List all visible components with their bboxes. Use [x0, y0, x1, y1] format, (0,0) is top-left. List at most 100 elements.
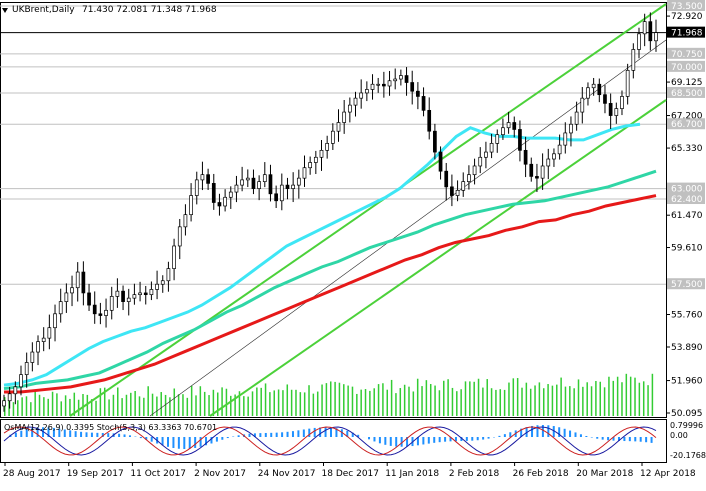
candle-body	[139, 293, 142, 295]
volume-bar	[78, 400, 80, 416]
candle-body	[309, 163, 312, 168]
volume-bar	[452, 388, 454, 416]
osma-bar	[80, 432, 82, 437]
osma-bar	[178, 437, 180, 449]
candle-body	[14, 387, 17, 394]
candle-body	[314, 157, 317, 162]
candle-body	[592, 84, 595, 87]
osma-bar	[287, 432, 289, 437]
volume-bar	[143, 398, 145, 416]
candle-body	[541, 166, 544, 178]
date-axis-label: 11 Oct 2017	[130, 469, 186, 479]
candle-body	[501, 128, 504, 135]
candle-body	[48, 328, 51, 338]
volume-bar	[591, 386, 593, 416]
volume-bar	[130, 393, 132, 416]
candle-body	[116, 291, 119, 296]
osma-bar	[276, 433, 278, 437]
candle-body	[371, 84, 374, 89]
volume-bar	[604, 387, 606, 416]
osma-bar	[221, 437, 223, 440]
volume-bar	[17, 400, 19, 416]
osma-bar	[645, 437, 647, 442]
volume-bar	[404, 385, 406, 416]
osma-bar	[395, 437, 397, 447]
volume-bar	[439, 390, 441, 416]
candle-body	[127, 298, 130, 301]
osma-bar	[91, 433, 93, 437]
candle-body	[609, 103, 612, 115]
candle-body	[615, 109, 618, 116]
volume-bar	[295, 390, 297, 416]
volume-bar	[291, 390, 293, 416]
osma-bar	[118, 434, 120, 437]
osma-bar	[151, 437, 153, 442]
osma-bar	[569, 431, 571, 437]
volume-bar	[247, 397, 249, 416]
volume-bar	[326, 383, 328, 416]
price-axis-label: 65.330	[671, 144, 703, 154]
osma-bar	[504, 434, 506, 437]
volume-bar	[482, 388, 484, 416]
volume-bar	[465, 381, 467, 416]
volume-bar	[169, 397, 171, 416]
candle-body	[207, 175, 210, 184]
indicator-axis-label: 0.00	[670, 431, 688, 440]
volume-bar	[200, 386, 202, 416]
volume-bar	[21, 397, 23, 416]
candle-body	[99, 314, 102, 316]
volume-bar	[565, 387, 567, 416]
candle-body	[212, 183, 215, 202]
volume-bar	[182, 394, 184, 416]
volume-bar	[421, 386, 423, 416]
candle-body	[405, 76, 408, 83]
volume-bar	[82, 394, 84, 416]
volume-bar	[260, 388, 262, 416]
volume-bar	[521, 388, 523, 416]
candle-body	[524, 150, 527, 164]
volume-bar	[213, 390, 215, 416]
volume-bar	[469, 381, 471, 416]
osma-bar	[509, 432, 511, 437]
osma-bar	[498, 436, 500, 437]
candle-body	[530, 164, 533, 176]
candle-body	[343, 112, 346, 122]
candle-body	[303, 168, 306, 178]
volume-bar	[430, 384, 432, 416]
volume-bar	[573, 388, 575, 416]
osma-bar	[585, 436, 587, 437]
candle-body	[331, 131, 334, 143]
volume-bar	[230, 396, 232, 416]
volume-bar	[621, 382, 623, 416]
osma-bar	[390, 437, 392, 446]
candle-body	[42, 338, 45, 341]
osma-bar	[444, 437, 446, 442]
volume-bar	[278, 389, 280, 416]
volume-bar	[330, 381, 332, 416]
candle-body	[547, 159, 550, 166]
osma-bar	[330, 427, 332, 437]
osma-bar	[368, 437, 370, 439]
volume-bar	[226, 389, 228, 416]
volume-bar	[478, 379, 480, 416]
volume-bar	[582, 387, 584, 416]
osma-bar	[281, 432, 283, 437]
volume-bar	[426, 380, 428, 416]
volume-bar	[504, 390, 506, 416]
candle-body	[8, 394, 11, 401]
candle-body	[218, 203, 221, 206]
candle-body	[195, 180, 198, 196]
volume-bar	[395, 393, 397, 416]
osma-bar	[607, 437, 609, 440]
volume-bar	[647, 385, 649, 416]
candle-body	[377, 84, 380, 85]
volume-bar	[343, 384, 345, 416]
candle-body	[59, 302, 62, 314]
candle-body	[569, 124, 572, 133]
candle-body	[144, 293, 147, 295]
candle-body	[110, 296, 113, 310]
candle-body	[360, 93, 363, 98]
candle-body	[632, 49, 635, 70]
